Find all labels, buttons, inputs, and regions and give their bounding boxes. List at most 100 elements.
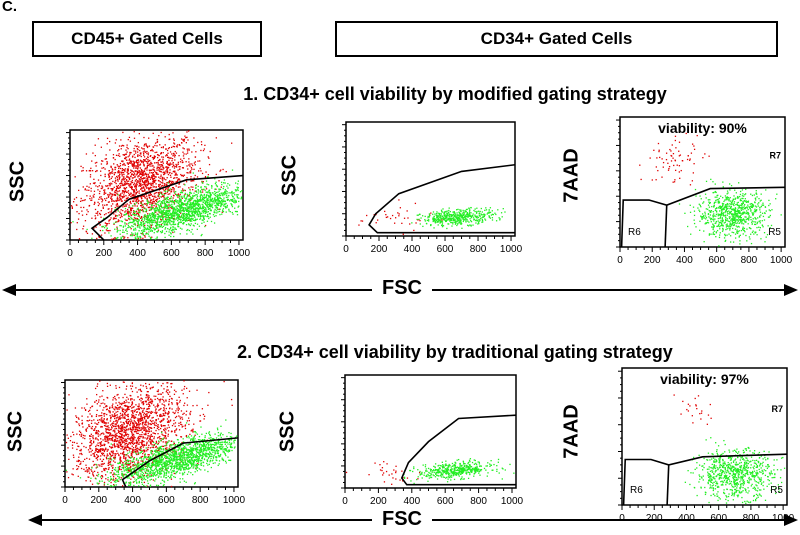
- dead-event-dot: [168, 204, 169, 205]
- dead-event-dot: [688, 155, 689, 156]
- dead-event-dot: [682, 160, 683, 161]
- dead-event-dot: [171, 164, 172, 165]
- live-event-dot: [760, 222, 761, 223]
- dead-event-dot: [104, 232, 105, 233]
- live-event-dot: [186, 224, 187, 225]
- cd34-gated-header: CD34+ Gated Cells: [335, 21, 778, 57]
- live-event-dot: [727, 215, 728, 216]
- live-event-dot: [203, 197, 204, 198]
- live-event-dot: [730, 200, 731, 201]
- dead-event-dot: [111, 171, 112, 172]
- dead-event-dot: [174, 140, 175, 141]
- dead-event-dot: [122, 161, 123, 162]
- dead-event-dot: [140, 189, 141, 190]
- live-event-dot: [219, 214, 220, 215]
- live-event-dot: [219, 209, 220, 210]
- dead-event-dot: [130, 141, 131, 142]
- dead-event-dot: [102, 161, 103, 162]
- live-event-dot: [105, 225, 106, 226]
- live-event-dot: [203, 216, 204, 217]
- live-event-dot: [738, 217, 739, 218]
- dead-event-dot: [145, 168, 146, 169]
- live-event-dot: [212, 198, 213, 199]
- live-event-dot: [187, 215, 188, 216]
- x-tick-label: 800: [741, 255, 758, 266]
- live-event-dot: [167, 224, 168, 225]
- live-event-dot: [701, 219, 702, 220]
- live-event-dot: [733, 222, 734, 223]
- live-event-dot: [209, 196, 210, 197]
- live-event-dot: [714, 234, 715, 235]
- dead-event-dot: [115, 207, 116, 208]
- live-event-dot: [706, 181, 707, 182]
- live-event-dot: [241, 197, 242, 198]
- live-event-dot: [720, 207, 721, 208]
- dead-event-dot: [674, 179, 675, 180]
- live-event-dot: [180, 212, 181, 213]
- live-event-dot: [214, 222, 215, 223]
- live-event-dot: [484, 210, 485, 211]
- live-event-dot: [442, 223, 443, 224]
- live-event-dot: [466, 215, 467, 216]
- live-event-dot: [446, 228, 447, 229]
- dead-event-dot: [197, 160, 198, 161]
- live-event-dot: [762, 204, 763, 205]
- dead-event-dot: [181, 142, 182, 143]
- dead-event-dot: [146, 168, 147, 169]
- live-event-dot: [735, 204, 736, 205]
- dead-event-dot: [109, 172, 110, 173]
- dead-event-dot: [133, 200, 134, 201]
- live-event-dot: [126, 231, 127, 232]
- live-event-dot: [177, 213, 178, 214]
- live-event-dot: [416, 219, 417, 220]
- live-event-dot: [225, 203, 226, 204]
- live-event-dot: [167, 215, 168, 216]
- live-event-dot: [231, 205, 232, 206]
- dead-event-dot: [141, 174, 142, 175]
- dead-event-dot: [159, 185, 160, 186]
- live-event-dot: [716, 226, 717, 227]
- dead-event-dot: [119, 166, 120, 167]
- dead-event-dot: [100, 418, 101, 419]
- dead-event-dot: [639, 165, 640, 166]
- dead-event-dot: [113, 157, 114, 158]
- live-event-dot: [72, 221, 73, 222]
- dead-event-dot: [172, 166, 173, 167]
- live-event-dot: [748, 206, 749, 207]
- live-event-dot: [740, 215, 741, 216]
- live-event-dot: [142, 229, 143, 230]
- dead-event-dot: [164, 185, 165, 186]
- live-event-dot: [752, 232, 753, 233]
- dead-event-dot: [121, 183, 122, 184]
- dead-event-dot: [133, 171, 134, 172]
- dead-event-dot: [145, 143, 146, 144]
- live-event-dot: [153, 213, 154, 214]
- dead-event-dot: [81, 210, 82, 211]
- dead-event-dot: [148, 157, 149, 158]
- dead-event-dot: [105, 176, 106, 177]
- dead-event-dot: [184, 139, 185, 140]
- dead-event-dot: [146, 158, 147, 159]
- dead-event-dot: [105, 478, 106, 479]
- live-event-dot: [170, 217, 171, 218]
- live-event-dot: [162, 218, 163, 219]
- dead-event-dot: [677, 165, 678, 166]
- live-event-dot: [451, 220, 452, 221]
- dead-event-dot: [154, 171, 155, 172]
- live-event-dot: [165, 207, 166, 208]
- live-event-dot: [136, 214, 137, 215]
- live-event-dot: [208, 184, 209, 185]
- dead-event-dot: [85, 220, 86, 221]
- live-event-dot: [168, 235, 169, 236]
- live-event-dot: [492, 210, 493, 211]
- live-event-dot: [740, 200, 741, 201]
- live-event-dot: [708, 214, 709, 215]
- live-event-dot: [756, 227, 757, 228]
- live-event-dot: [706, 217, 707, 218]
- dead-event-dot: [155, 176, 156, 177]
- live-event-dot: [224, 182, 225, 183]
- live-event-dot: [445, 221, 446, 222]
- r7-label: R7: [769, 151, 781, 161]
- dead-event-dot: [98, 138, 99, 139]
- live-event-dot: [713, 206, 714, 207]
